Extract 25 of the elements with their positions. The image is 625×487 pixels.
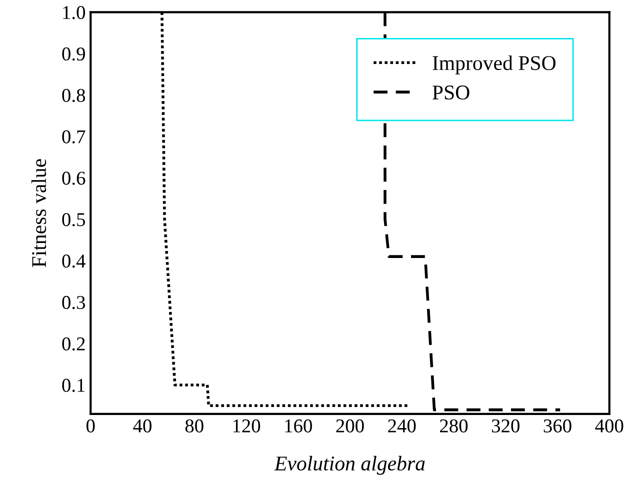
x-tick-label: 160: [285, 419, 312, 432]
x-tick-label: 400: [595, 419, 624, 432]
x-tick-label: 360: [544, 419, 572, 432]
x-tick-label: 0: [86, 419, 95, 432]
y-tick-label: 0.7: [62, 130, 86, 144]
y-tick-label: 0.9: [62, 47, 85, 61]
y-tick-label: 1.0: [63, 6, 86, 20]
x-tick-label: 80: [185, 419, 204, 432]
y-tick-label: 0.4: [62, 254, 86, 268]
y-tick-label: 0.3: [62, 296, 86, 310]
x-axis-title: Evolution algebra: [274, 456, 425, 475]
y-tick-label: 0.5: [62, 213, 86, 226]
x-tick-label: 280: [440, 419, 468, 432]
x-tick-label: 40: [133, 419, 152, 432]
y-tick-label: 0.2: [62, 337, 85, 351]
y-axis-title: Fitness value: [31, 159, 46, 268]
x-tick-label: 320: [492, 419, 520, 432]
y-tick-label: 0.8: [62, 88, 86, 102]
y-tick-label: 0.1: [62, 378, 85, 392]
y-tick-label: 0.6: [62, 172, 86, 185]
x-tick-label: 240: [388, 419, 416, 432]
legend-label: PSO: [432, 86, 470, 100]
x-tick-label: 120: [233, 419, 260, 432]
legend-label: Improved PSO: [432, 55, 556, 74]
x-tick-label: 200: [336, 419, 364, 432]
